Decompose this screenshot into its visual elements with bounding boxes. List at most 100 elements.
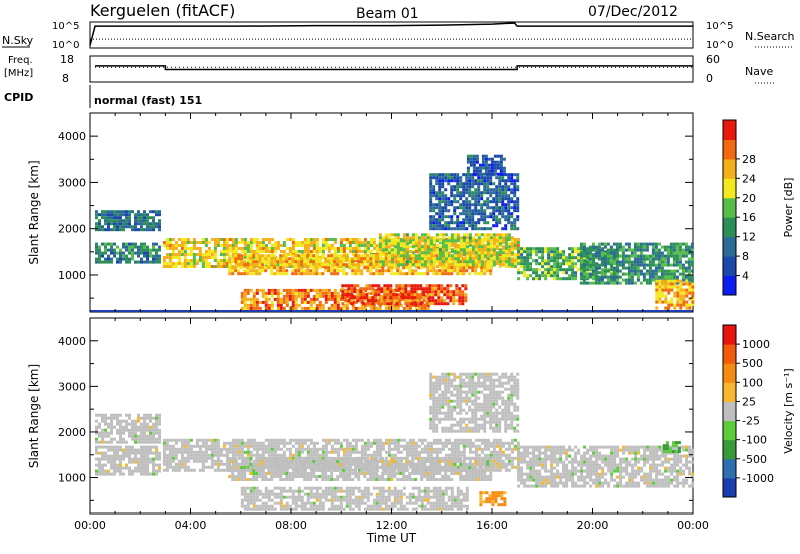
cell bbox=[357, 250, 361, 253]
cell bbox=[119, 460, 122, 464]
cell bbox=[309, 244, 313, 247]
cell bbox=[342, 269, 346, 273]
cell bbox=[414, 254, 418, 258]
cell bbox=[670, 300, 674, 304]
cell bbox=[333, 269, 337, 273]
cell bbox=[591, 245, 595, 249]
cell bbox=[615, 251, 619, 255]
cell bbox=[180, 459, 184, 463]
cell bbox=[137, 251, 140, 255]
cell bbox=[462, 266, 466, 270]
cell bbox=[443, 293, 447, 297]
cell bbox=[690, 242, 694, 246]
cell bbox=[523, 271, 527, 275]
cell bbox=[432, 272, 436, 276]
cell bbox=[356, 284, 360, 288]
cell bbox=[125, 254, 128, 258]
cell bbox=[636, 266, 640, 270]
cell bbox=[113, 472, 116, 476]
cell bbox=[95, 413, 98, 417]
cell bbox=[288, 297, 292, 301]
cell bbox=[282, 241, 286, 244]
cell bbox=[149, 428, 152, 432]
cell bbox=[477, 176, 481, 180]
cell bbox=[110, 448, 113, 452]
cell bbox=[339, 263, 343, 267]
cell bbox=[249, 263, 253, 267]
cell bbox=[219, 450, 223, 454]
cell bbox=[468, 179, 472, 183]
cell bbox=[291, 238, 295, 241]
cell bbox=[553, 250, 557, 254]
cell bbox=[387, 444, 391, 448]
cell bbox=[504, 254, 508, 258]
cell bbox=[107, 210, 110, 214]
cell bbox=[465, 206, 469, 210]
cell bbox=[474, 242, 478, 246]
cell bbox=[354, 266, 358, 270]
cell bbox=[429, 266, 433, 270]
cell bbox=[285, 441, 289, 445]
cell bbox=[146, 413, 149, 417]
cell bbox=[490, 169, 494, 173]
cell bbox=[444, 176, 448, 180]
cell bbox=[450, 236, 454, 240]
cell bbox=[237, 269, 241, 273]
cell bbox=[354, 441, 358, 445]
cell bbox=[498, 206, 502, 210]
cell bbox=[435, 239, 439, 243]
cell bbox=[312, 244, 316, 247]
cell bbox=[516, 173, 520, 177]
cell bbox=[285, 265, 289, 268]
cell bbox=[483, 260, 487, 264]
cell bbox=[597, 245, 601, 249]
cell bbox=[140, 248, 143, 252]
cell bbox=[273, 444, 277, 448]
cell bbox=[657, 248, 661, 252]
cell bbox=[119, 454, 122, 458]
cell bbox=[393, 272, 397, 276]
cell bbox=[498, 253, 502, 256]
cell bbox=[261, 250, 265, 253]
cell bbox=[243, 300, 247, 304]
cell bbox=[429, 200, 433, 204]
cell bbox=[146, 216, 149, 220]
cell bbox=[216, 238, 220, 241]
cell bbox=[459, 221, 463, 225]
cell bbox=[273, 247, 277, 250]
cell bbox=[155, 260, 158, 264]
cell bbox=[216, 450, 220, 454]
cell bbox=[354, 244, 358, 247]
cell bbox=[291, 462, 295, 466]
cell bbox=[204, 265, 208, 268]
cell bbox=[158, 222, 161, 226]
cell bbox=[330, 244, 334, 247]
cell bbox=[291, 303, 295, 307]
cell bbox=[309, 265, 313, 268]
cell bbox=[447, 245, 451, 249]
cell bbox=[189, 265, 193, 268]
cell bbox=[381, 250, 385, 253]
cell bbox=[636, 272, 640, 276]
cell bbox=[459, 242, 463, 246]
cell bbox=[240, 247, 244, 250]
cell bbox=[288, 291, 292, 295]
cell bbox=[405, 257, 409, 261]
cell bbox=[171, 262, 175, 265]
cell bbox=[95, 469, 98, 473]
cell bbox=[303, 306, 307, 310]
cell bbox=[168, 247, 172, 250]
cell bbox=[663, 260, 667, 264]
cell bbox=[437, 296, 441, 300]
cell bbox=[612, 248, 616, 252]
cell bbox=[309, 300, 313, 304]
cell bbox=[312, 300, 316, 304]
cell bbox=[140, 445, 143, 449]
cell bbox=[168, 456, 172, 460]
cell bbox=[498, 263, 502, 267]
cell bbox=[435, 173, 439, 177]
cell bbox=[339, 250, 343, 253]
cell bbox=[691, 294, 695, 298]
cell bbox=[679, 291, 683, 295]
cell bbox=[231, 260, 235, 264]
